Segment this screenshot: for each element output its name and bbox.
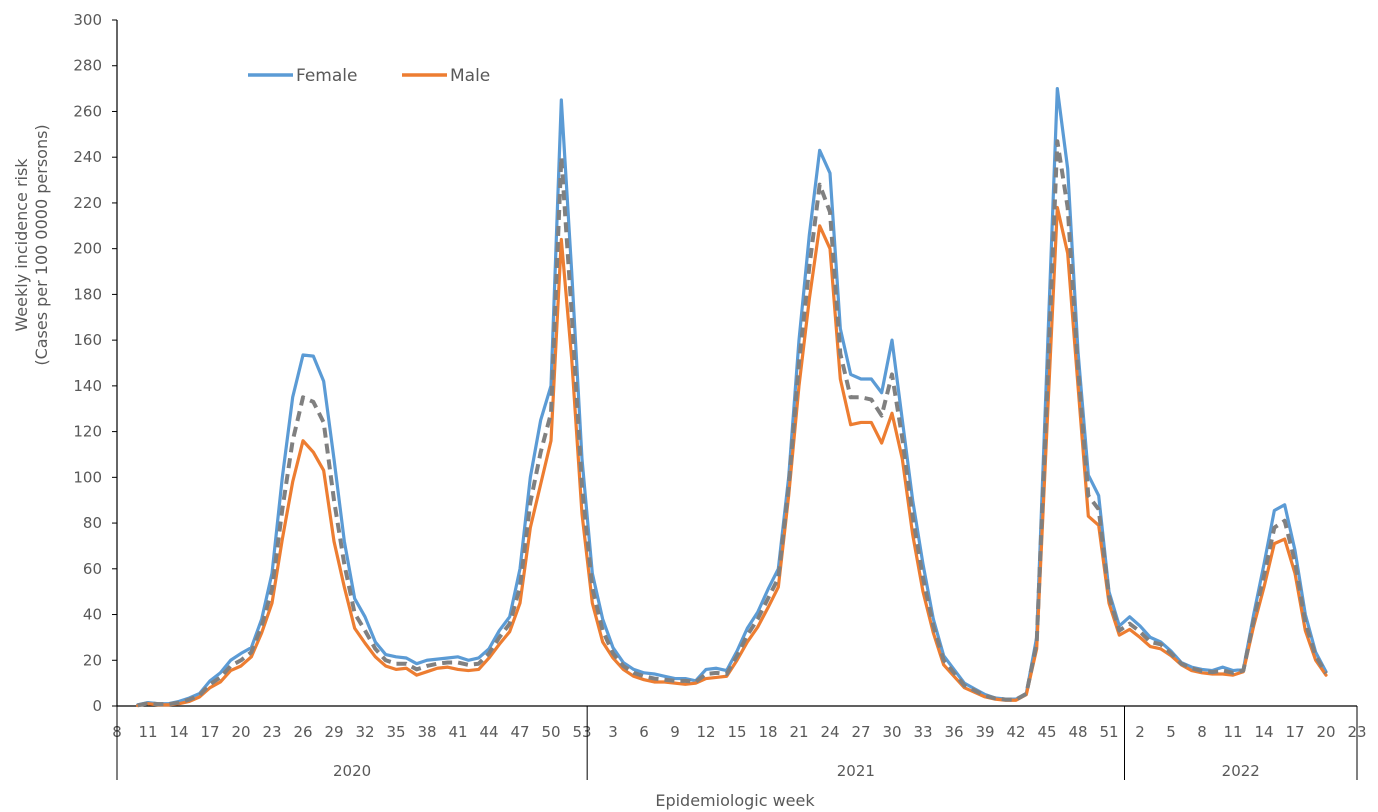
- x-tick-label: 33: [913, 723, 932, 741]
- x-tick-label: 42: [1006, 723, 1025, 741]
- y-tick-label: 100: [73, 468, 102, 486]
- x-tick-labels: 8 11 14 17 20 23 26 29 32 35 38 41 44 47 50 53 3 6 9 12 15 18…: [112, 723, 1366, 741]
- y-axis: [112, 19, 118, 707]
- y-tick-label: 140: [73, 377, 102, 395]
- x-tick-label: 50: [541, 723, 560, 741]
- y-tick-labels: 0 20 40 60 80 100 120 140 160 180 200 220 240 260 280 3…: [73, 11, 102, 715]
- legend-label-male: Male: [450, 66, 490, 86]
- x-tick-label: 48: [1068, 723, 1087, 741]
- y-tick-label: 220: [73, 194, 102, 212]
- x-tick-label: 30: [882, 723, 901, 741]
- x-tick-label: 51: [1099, 723, 1118, 741]
- x-axis-title: Epidemiologic week: [655, 791, 815, 810]
- x-tick-label: 53: [572, 723, 591, 741]
- x-tick-label: 26: [293, 723, 312, 741]
- year-label-2020: 2020: [333, 762, 371, 780]
- x-tick-label: 9: [670, 723, 680, 741]
- y-tick-label: 300: [73, 11, 102, 29]
- x-tick-label: 15: [727, 723, 746, 741]
- x-tick-label: 38: [417, 723, 436, 741]
- x-tick-label: 11: [138, 723, 157, 741]
- year-group-labels: 2020 2021 2022: [116, 706, 1358, 780]
- y-tick-label: 160: [73, 331, 102, 349]
- x-tick-label: 20: [1316, 723, 1335, 741]
- x-tick-label: 18: [758, 723, 777, 741]
- series-lines: [136, 87, 1328, 708]
- y-tick-label: 40: [83, 606, 102, 624]
- y-tick-label: 240: [73, 148, 102, 166]
- x-tick-label: 11: [1223, 723, 1242, 741]
- x-tick-label: 17: [1285, 723, 1304, 741]
- y-tick-label: 60: [83, 560, 102, 578]
- x-tick-label: 14: [1254, 723, 1273, 741]
- x-tick-label: 20: [231, 723, 250, 741]
- x-tick-label: 47: [510, 723, 529, 741]
- x-tick-label: 3: [608, 723, 618, 741]
- x-tick-label: 23: [262, 723, 281, 741]
- x-tick-label: 8: [1197, 723, 1207, 741]
- x-tick-label: 36: [944, 723, 963, 741]
- x-tick-label: 6: [639, 723, 649, 741]
- y-tick-label: 80: [83, 514, 102, 532]
- x-tick-label: 5: [1166, 723, 1176, 741]
- y-axis-title-line2: (Cases per 100 0000 persons): [32, 124, 51, 365]
- x-tick-label: 2: [1135, 723, 1145, 741]
- x-tick-label: 24: [820, 723, 839, 741]
- legend-label-female: Female: [296, 66, 357, 86]
- series-line-female: [136, 87, 1328, 707]
- x-tick-label: 35: [386, 723, 405, 741]
- x-tick-label: 39: [975, 723, 994, 741]
- y-tick-label: 200: [73, 240, 102, 258]
- series-line-total: [137, 139, 1328, 708]
- x-tick-label: 12: [696, 723, 715, 741]
- y-tick-label: 120: [73, 423, 102, 441]
- y-tick-label: 20: [83, 651, 102, 669]
- y-tick-label: 0: [92, 697, 102, 715]
- y-tick-label: 260: [73, 102, 102, 120]
- x-tick-label: 21: [789, 723, 808, 741]
- x-tick-label: 45: [1037, 723, 1056, 741]
- x-tick-label: 17: [200, 723, 219, 741]
- y-tick-label: 180: [73, 285, 102, 303]
- series-line-male: [136, 205, 1328, 708]
- year-label-2021: 2021: [837, 762, 875, 780]
- x-tick-label: 32: [355, 723, 374, 741]
- y-tick-label: 280: [73, 57, 102, 75]
- x-tick-label: 27: [851, 723, 870, 741]
- legend: Female Male: [248, 66, 490, 86]
- year-label-2022: 2022: [1222, 762, 1260, 780]
- x-tick-label: 14: [169, 723, 188, 741]
- y-axis-title-line1: Weekly incidence risk: [12, 158, 31, 332]
- x-tick-label: 29: [324, 723, 343, 741]
- x-tick-label: 41: [448, 723, 467, 741]
- x-tick-label: 44: [479, 723, 498, 741]
